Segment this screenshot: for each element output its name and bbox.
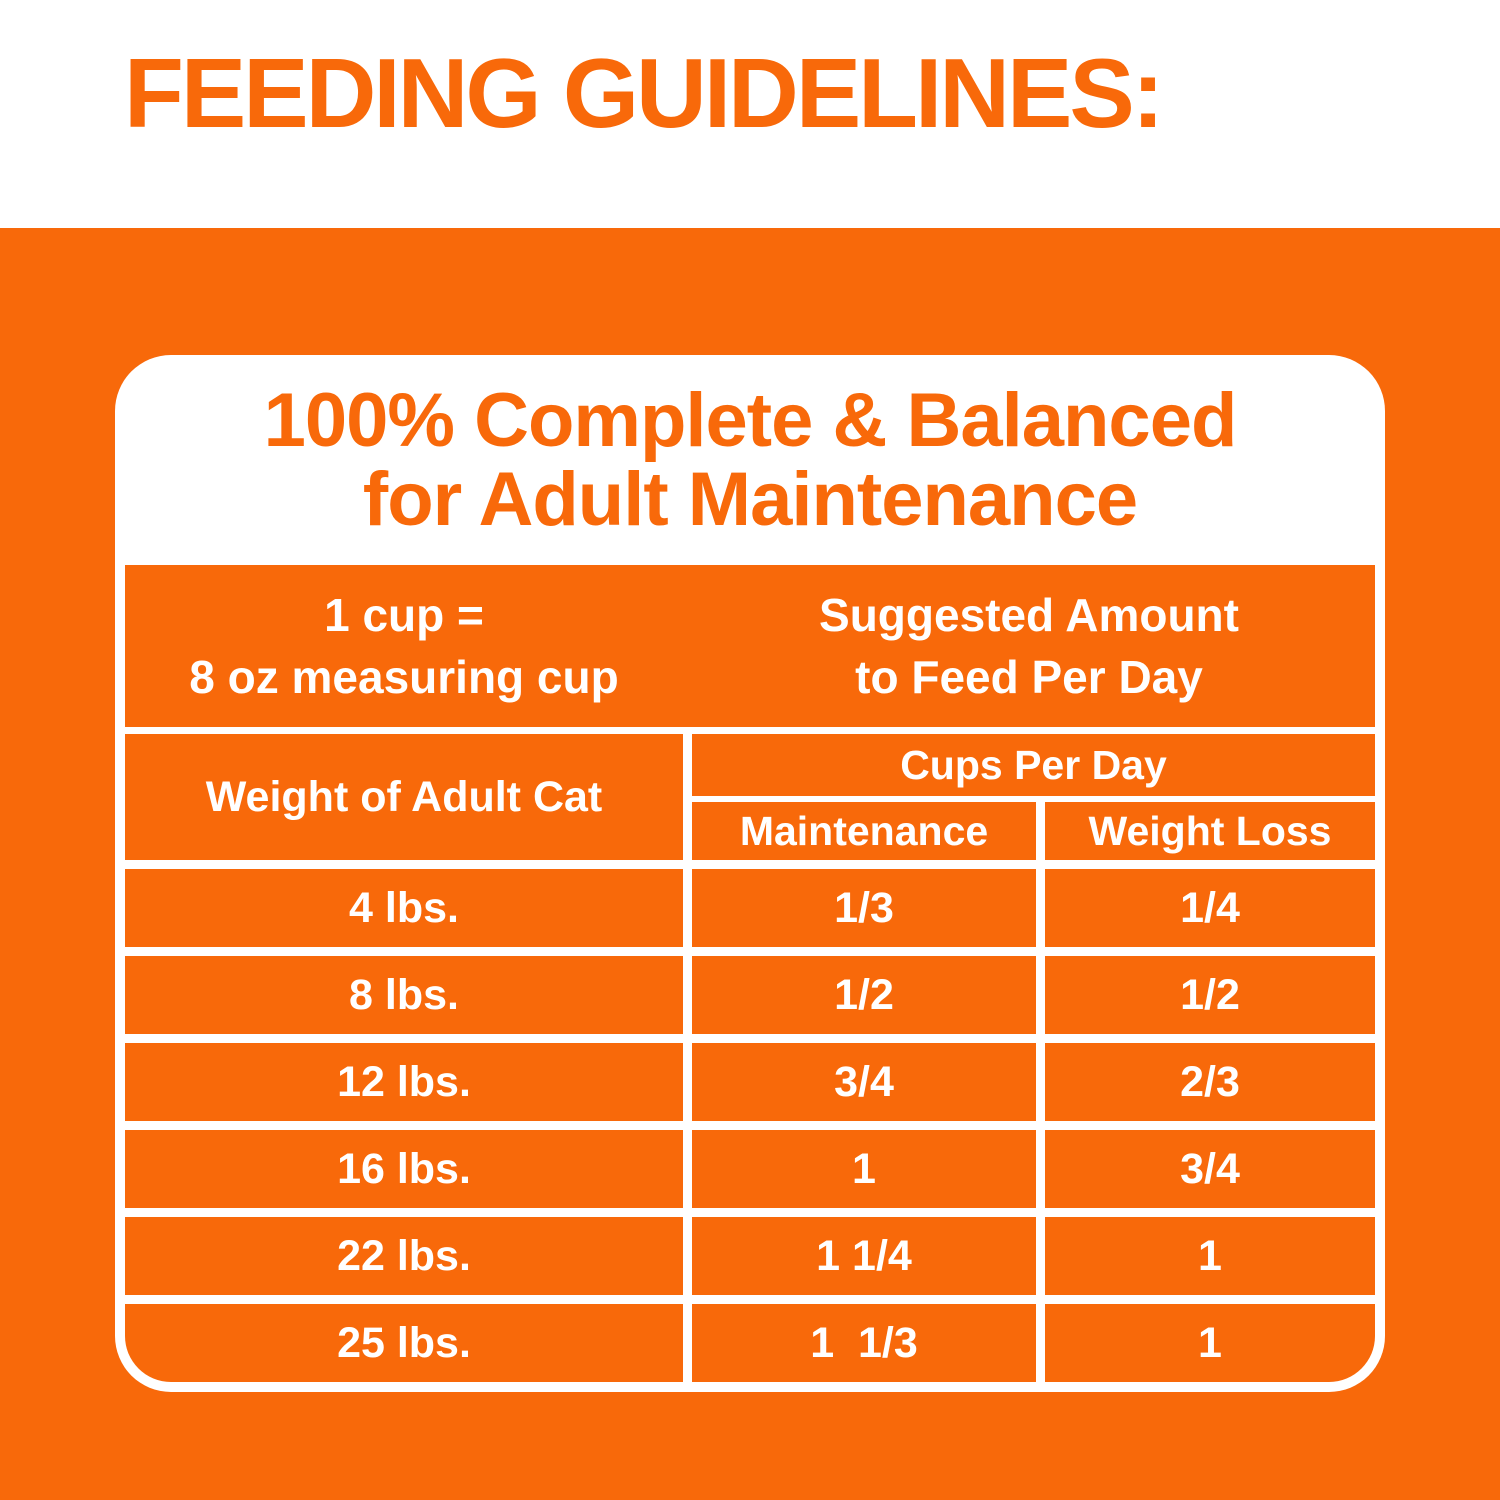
card-title-line1: 100% Complete & Balanced bbox=[263, 377, 1238, 463]
table-top-header-band: 1 cup = 8 oz measuring cup Suggested Amo… bbox=[125, 565, 1375, 727]
weight-loss-cell: 1 bbox=[1045, 1304, 1375, 1382]
suggested-amount-line2: to Feed Per Day bbox=[855, 651, 1203, 703]
table-row: 25 lbs. 1 1/3 1 bbox=[125, 1304, 1375, 1382]
weight-cell: 25 lbs. bbox=[125, 1304, 683, 1382]
measuring-cup-note-line1: 1 cup = bbox=[324, 588, 484, 641]
weight-cell: 8 lbs. bbox=[125, 956, 683, 1034]
maintenance-cell: 3/4 bbox=[692, 1043, 1036, 1121]
orange-background-section: 100% Complete & Balanced for Adult Maint… bbox=[0, 228, 1500, 1500]
maintenance-column-header: Maintenance bbox=[692, 802, 1036, 860]
table-row: 12 lbs. 3/4 2/3 bbox=[125, 1043, 1375, 1121]
weight-cell: 16 lbs. bbox=[125, 1130, 683, 1208]
measuring-cup-note-line2: 8 oz measuring cup bbox=[189, 651, 619, 703]
weight-loss-cell: 3/4 bbox=[1045, 1130, 1375, 1208]
card-title: 100% Complete & Balanced for Adult Maint… bbox=[125, 355, 1375, 565]
page-title: FEEDING GUIDELINES: bbox=[124, 38, 1164, 148]
maintenance-cell: 1/2 bbox=[692, 956, 1036, 1034]
weight-cell: 22 lbs. bbox=[125, 1217, 683, 1295]
maintenance-cell: 1 1/3 bbox=[692, 1304, 1036, 1382]
maintenance-cell: 1 bbox=[692, 1130, 1036, 1208]
weight-loss-cell: 1/4 bbox=[1045, 869, 1375, 947]
suggested-amount-line1: Suggested Amount bbox=[819, 588, 1239, 641]
table-row: 4 lbs. 1/3 1/4 bbox=[125, 869, 1375, 947]
weight-loss-cell: 1 bbox=[1045, 1217, 1375, 1295]
cups-subcolumn-headers: Maintenance Weight Loss bbox=[692, 802, 1375, 860]
weight-cell: 12 lbs. bbox=[125, 1043, 683, 1121]
measuring-cup-note: 1 cup = 8 oz measuring cup bbox=[125, 565, 683, 727]
cups-per-day-header-group: Cups Per Day Maintenance Weight Loss bbox=[692, 734, 1375, 860]
cups-per-day-header: Cups Per Day bbox=[692, 734, 1375, 796]
weight-loss-cell: 2/3 bbox=[1045, 1043, 1375, 1121]
weight-loss-column-header: Weight Loss bbox=[1045, 802, 1375, 860]
maintenance-cell: 1/3 bbox=[692, 869, 1036, 947]
weight-cell: 4 lbs. bbox=[125, 869, 683, 947]
table-row: 8 lbs. 1/2 1/2 bbox=[125, 956, 1375, 1034]
maintenance-cell: 1 1/4 bbox=[692, 1217, 1036, 1295]
table-column-headers: Weight of Adult Cat Cups Per Day Mainten… bbox=[125, 734, 1375, 860]
top-band: FEEDING GUIDELINES: bbox=[0, 0, 1500, 228]
weight-loss-cell: 1/2 bbox=[1045, 956, 1375, 1034]
table-row: 22 lbs. 1 1/4 1 bbox=[125, 1217, 1375, 1295]
suggested-amount-header: Suggested Amount to Feed Per Day bbox=[683, 565, 1375, 727]
card-title-line2: for Adult Maintenance bbox=[362, 457, 1138, 542]
weight-column-header: Weight of Adult Cat bbox=[125, 734, 683, 860]
table-row: 16 lbs. 1 3/4 bbox=[125, 1130, 1375, 1208]
feeding-guidelines-card: 100% Complete & Balanced for Adult Maint… bbox=[115, 355, 1385, 1392]
